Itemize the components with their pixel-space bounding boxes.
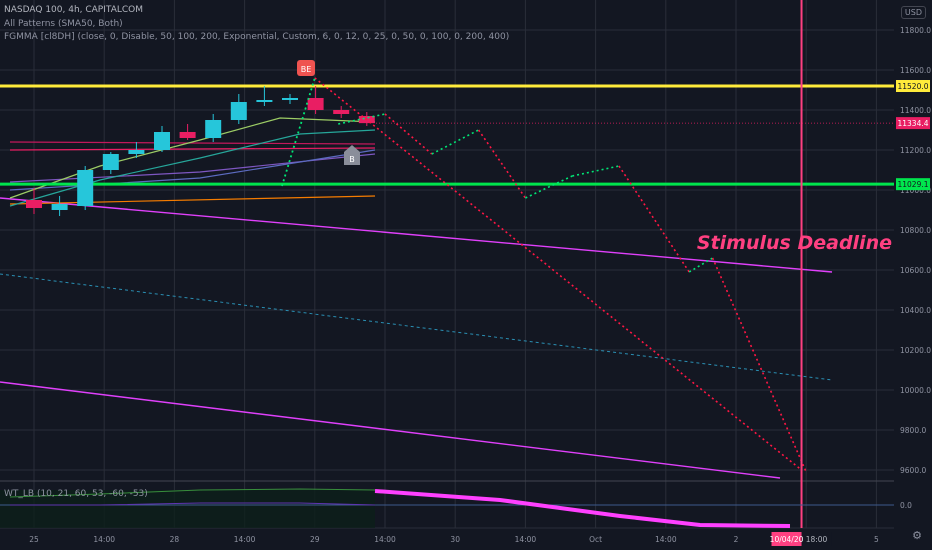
price-tick-label: 10200.0 xyxy=(900,346,931,355)
price-tick-label: 11400.0 xyxy=(900,106,931,115)
price-tick-label: 10800.0 xyxy=(900,226,931,235)
projection-segment xyxy=(477,129,527,199)
price-level-badge xyxy=(896,80,930,92)
candle-body xyxy=(154,132,170,150)
time-tick-label: 14:00 xyxy=(93,535,115,544)
price-tick-label: 9800.0 xyxy=(900,426,926,435)
trendline-lower xyxy=(0,381,781,479)
symbol-legend[interactable]: NASDAQ 100, 4h, CAPITALCOM xyxy=(4,5,143,15)
moving-average-line xyxy=(9,141,376,145)
trendline-dashed xyxy=(0,273,833,381)
time-tick-label: 14:00 xyxy=(234,535,256,544)
projection-segment xyxy=(314,77,803,471)
time-tick-label: 2 xyxy=(734,535,739,544)
time-tick-label: 14:00 xyxy=(655,535,677,544)
oscillator-history-area xyxy=(0,490,375,528)
time-tick-label: 14:00 xyxy=(515,535,537,544)
indicator-label: FGMMA [cl8DH] (close, 0, Disable, 50, 10… xyxy=(4,32,510,42)
deadline-time-label: 18:00 xyxy=(806,535,828,544)
projection-segment xyxy=(525,175,573,199)
oscillator-line xyxy=(9,488,376,498)
candle-body xyxy=(307,98,324,110)
oscillator-label: WT_LB (10, 21, 60, 53, -60, -53) xyxy=(4,489,148,499)
moving-average-line xyxy=(9,129,376,207)
oscillator-legend[interactable]: WT_LB (10, 21, 60, 53, -60, -53) xyxy=(4,489,148,499)
candle-body xyxy=(26,200,42,208)
price-tick-label: 9600.0 xyxy=(900,466,926,475)
last-price-label: 11334.4 xyxy=(897,119,928,128)
projection-segment xyxy=(281,77,316,187)
pattern-marker-label: B xyxy=(349,155,355,164)
candle-body xyxy=(205,120,222,138)
gear-icon[interactable]: ⚙ xyxy=(912,529,922,542)
deadline-annotation: Stimulus Deadline xyxy=(697,232,892,254)
price-tick-label: 10400.0 xyxy=(900,306,931,315)
price-tick-label: 11000.0 xyxy=(900,186,931,195)
projection-segment xyxy=(711,257,807,473)
oscillator-line xyxy=(10,502,376,506)
projection-segment xyxy=(618,165,690,273)
candle-body xyxy=(282,98,298,100)
pattern-marker-label: BE xyxy=(301,65,312,74)
price-tick-label: 11800.0 xyxy=(900,26,931,35)
moving-average-line xyxy=(9,117,376,199)
price-tick-label: 11600.0 xyxy=(900,66,931,75)
projection-segment xyxy=(384,113,433,155)
candle-body xyxy=(230,102,247,120)
candle-body xyxy=(128,150,145,154)
oscillator-projection xyxy=(374,489,791,528)
moving-average-line xyxy=(9,195,376,205)
time-tick-label: 29 xyxy=(310,535,320,544)
price-tick-label: 10600.0 xyxy=(900,266,931,275)
candle-body xyxy=(179,132,196,138)
moving-average-line xyxy=(9,147,376,151)
last-price-badge xyxy=(896,117,930,130)
candle-body xyxy=(77,170,94,206)
candle-body xyxy=(333,110,350,114)
indicator-legend-patterns[interactable]: All Patterns (SMA50, Both) xyxy=(4,19,123,29)
time-tick-label: 5 xyxy=(874,535,879,544)
indicator-legend-fgmma[interactable]: FGMMA [cl8DH] (close, 0, Disable, 50, 10… xyxy=(4,32,509,42)
time-tick-label: 28 xyxy=(170,535,180,544)
pattern-marker-bearish xyxy=(297,60,315,76)
candle-body xyxy=(256,100,273,102)
price-level-badge-label: 11520.0 xyxy=(897,82,928,91)
deadline-date-label: 10/04/20 xyxy=(770,535,804,544)
currency-button[interactable]: USD xyxy=(900,6,926,19)
trendline-upper xyxy=(0,197,833,273)
pattern-marker-bullish xyxy=(344,145,360,165)
moving-average-line xyxy=(9,149,376,191)
deadline-date-badge xyxy=(771,532,802,546)
price-tick-label: 11200.0 xyxy=(900,146,931,155)
time-tick-label: Oct xyxy=(589,535,602,544)
projection-segment xyxy=(431,129,479,155)
time-tick-label: 25 xyxy=(29,535,39,544)
price-level-badge-label: 11029.1 xyxy=(897,180,928,189)
time-tick-label: 14:00 xyxy=(374,535,396,544)
candle-body xyxy=(102,154,119,170)
moving-average-line xyxy=(9,153,376,183)
time-tick-label: 30 xyxy=(450,535,460,544)
indicator-label: All Patterns (SMA50, Both) xyxy=(4,19,123,29)
oscillator-tick-label: 0.0 xyxy=(900,501,912,510)
price-tick-label: 10000.0 xyxy=(900,386,931,395)
symbol-title: NASDAQ 100, 4h, CAPITALCOM xyxy=(4,5,143,15)
price-level-badge xyxy=(896,178,930,191)
candle-body xyxy=(51,204,68,210)
